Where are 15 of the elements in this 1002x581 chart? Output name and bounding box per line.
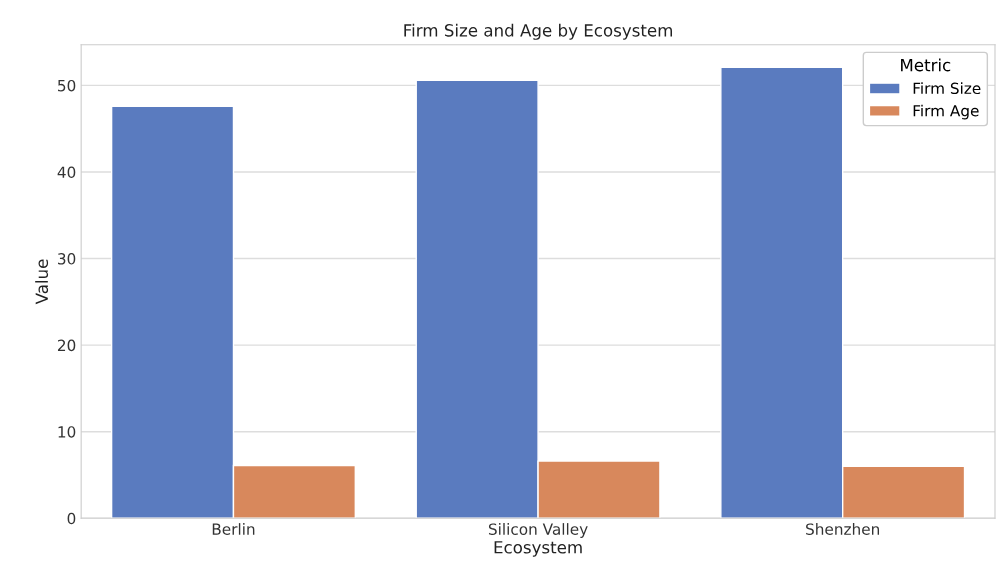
y-tick-label: 10 — [58, 426, 76, 438]
legend-title: Metric — [901, 58, 951, 72]
x-axis-title: Ecosystem — [494, 541, 582, 557]
y-tick-label: 40 — [57, 166, 76, 179]
x-tick-label: Shenzhen — [806, 523, 880, 535]
x-tick-label: Berlin — [212, 523, 255, 535]
chart-title: Firm Size and Age by Ecosystem — [404, 23, 672, 40]
y-tick-label: 30 — [58, 253, 76, 265]
legend-label: Firm Size — [913, 82, 981, 95]
legend-label: Firm Age — [913, 104, 979, 120]
y-axis-title: Value — [35, 259, 49, 305]
y-tick-label: 50 — [58, 79, 76, 92]
y-tick-label: 0 — [67, 512, 76, 525]
y-tick-label: 20 — [57, 339, 76, 352]
x-tick-label: Silicon Valley — [488, 523, 588, 538]
